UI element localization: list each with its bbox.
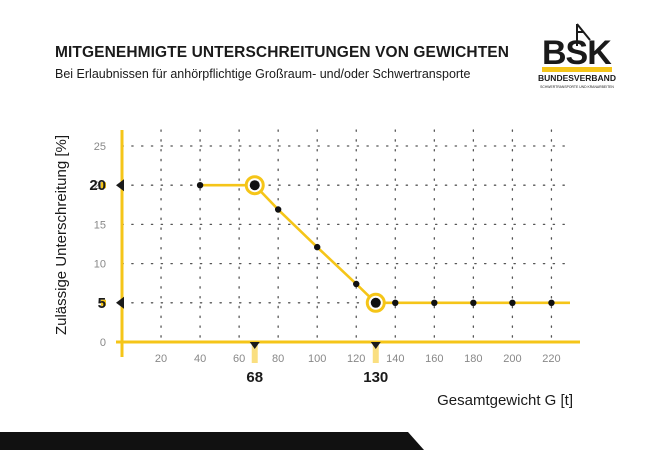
logo-line1: BUNDESVERBAND [538, 73, 616, 83]
y-marker-pointer [116, 296, 124, 309]
data-point [509, 299, 516, 306]
data-point [196, 182, 204, 189]
y-tick-label: 15 [94, 219, 106, 231]
data-point [431, 299, 438, 306]
x-marker-label: 68 [246, 369, 263, 386]
x-marker-glow [251, 345, 258, 363]
y-marker-label: 5 [98, 295, 106, 312]
page-subtitle: Bei Erlaubnissen für anhörpflichtige Gro… [55, 67, 471, 81]
x-tick-label: 60 [233, 353, 245, 365]
x-tick-label: 200 [503, 353, 521, 365]
data-point [314, 243, 321, 251]
logo-accent-bar [542, 67, 612, 72]
y-marker-label: 20 [89, 177, 106, 194]
y-axis-title: Zulässige Unterschreitung [%] [53, 135, 70, 335]
x-tick-label: 140 [386, 353, 404, 365]
page-title: MITGENEHMIGTE UNTERSCHREITUNGEN VON GEWI… [55, 44, 510, 61]
x-marker-label: 130 [363, 369, 388, 386]
y-marker-glow [101, 299, 106, 306]
highlight-point [249, 180, 260, 191]
data-point [548, 299, 555, 306]
x-tick-label: 100 [308, 353, 326, 365]
x-marker-glow [372, 345, 379, 363]
logo-brand: BSK [542, 34, 612, 72]
data-point [274, 206, 282, 213]
highlight-point [370, 297, 381, 308]
y-marker-glow [101, 182, 106, 189]
y-tick-label: 25 [94, 141, 106, 153]
y-marker-pointer [116, 179, 124, 192]
data-point [392, 299, 399, 306]
x-tick-label: 160 [425, 353, 443, 365]
crane-icon [576, 23, 591, 46]
x-marker-pointer [370, 342, 381, 349]
x-tick-label: 220 [542, 353, 560, 365]
footer-bar [0, 432, 424, 450]
y-tick-label: 10 [94, 259, 106, 271]
series-line [200, 183, 552, 305]
x-tick-label: 80 [272, 353, 284, 365]
x-tick-label: 120 [347, 353, 365, 365]
x-tick-label: 20 [155, 353, 167, 365]
data-point [470, 299, 477, 306]
bsk-logo: BSK BUNDESVERBAND SCHWERTRANSPORTE UND K… [538, 23, 616, 89]
data-point [353, 280, 360, 288]
x-axis-title: Gesamtgewicht G [t] [437, 392, 573, 409]
x-tick-label: 40 [194, 353, 206, 365]
x-tick-label: 180 [464, 353, 482, 365]
x-marker-pointer [249, 342, 260, 349]
logo-line2: SCHWERTRANSPORTE UND KRANARBEITEN [540, 85, 614, 89]
y-tick-label: 0 [100, 337, 106, 349]
